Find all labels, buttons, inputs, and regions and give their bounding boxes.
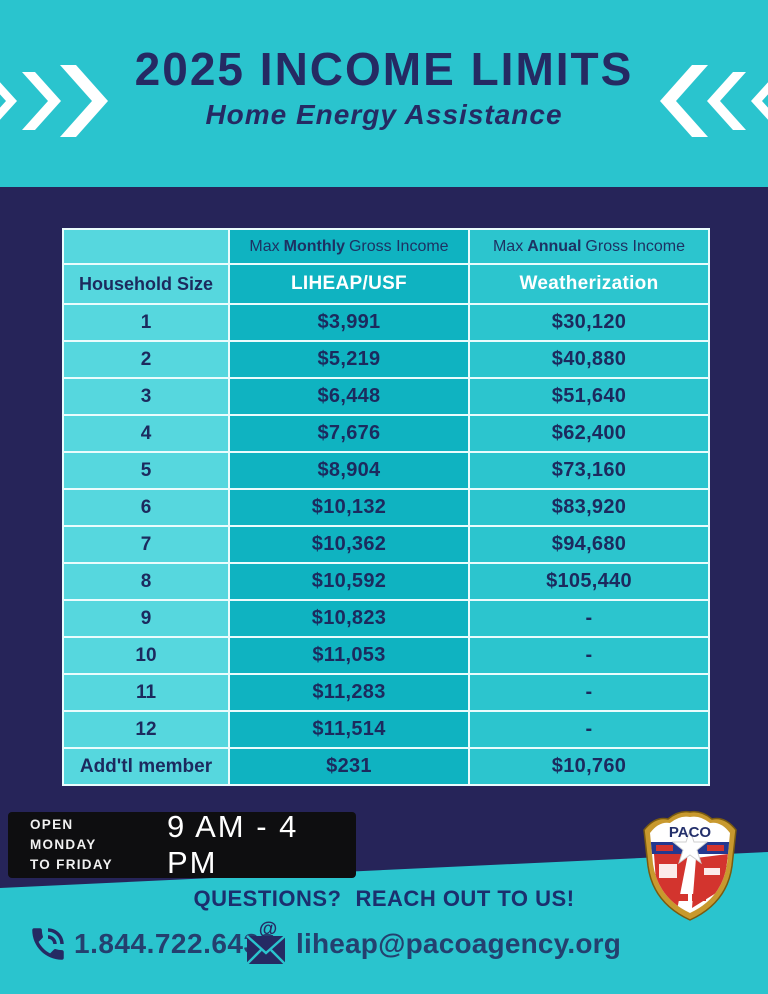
phone-icon: [32, 928, 64, 960]
annual-value-cell: $83,920: [470, 490, 708, 525]
annual-value-cell: $94,680: [470, 527, 708, 562]
monthly-value-cell: $10,592: [230, 564, 468, 599]
monthly-value-cell: $6,448: [230, 379, 468, 414]
office-days-line2: TO FRIDAY: [30, 857, 113, 873]
monthly-value-cell: $11,053: [230, 638, 468, 673]
monthly-value-cell: $231: [230, 749, 468, 784]
household-size-cell: 5: [64, 453, 228, 488]
monthly-value-cell: $11,514: [230, 712, 468, 747]
paco-shield-logo: PACO: [643, 810, 737, 921]
household-size-header: Household Size: [64, 265, 228, 303]
monthly-value-cell: $10,823: [230, 601, 468, 636]
household-size-cell: 12: [64, 712, 228, 747]
monthly-value-cell: $10,362: [230, 527, 468, 562]
questions-part1: QUESTIONS?: [193, 886, 342, 911]
household-size-cell: 7: [64, 527, 228, 562]
annual-header-bold: Annual: [527, 237, 582, 255]
office-hours-time: 9 AM - 4 PM: [166, 809, 299, 880]
annual-value-cell: -: [470, 638, 708, 673]
monthly-value-cell: $7,676: [230, 416, 468, 451]
household-size-cell: 6: [64, 490, 228, 525]
annual-value-cell: $105,440: [470, 564, 708, 599]
table-corner-cell: [64, 230, 228, 263]
annual-value-cell: $73,160: [470, 453, 708, 488]
annual-header-suffix: Gross Income: [585, 237, 686, 255]
email-icon: @: [246, 919, 286, 965]
questions-part2: REACH OUT TO US!: [355, 886, 575, 911]
monthly-value-cell: $3,991: [230, 305, 468, 340]
annual-value-cell: -: [470, 712, 708, 747]
monthly-column-header: Max Monthly Gross Income: [230, 230, 468, 263]
income-limits-table: Max Monthly Gross Income Max Annual Gros…: [62, 228, 710, 786]
monthly-header-suffix: Gross Income: [348, 237, 449, 255]
office-days-label: OPEN MONDAY TO FRIDAY: [30, 815, 143, 876]
household-size-cell: 3: [64, 379, 228, 414]
household-size-cell: 8: [64, 564, 228, 599]
household-size-cell: 1: [64, 305, 228, 340]
office-days-line1: OPEN MONDAY: [30, 816, 97, 852]
annual-value-cell: $30,120: [470, 305, 708, 340]
monthly-header-prefix: Max: [249, 237, 280, 255]
email-address-link[interactable]: liheap@pacoagency.org: [296, 928, 622, 959]
household-size-cell: 9: [64, 601, 228, 636]
monthly-value-cell: $11,283: [230, 675, 468, 710]
annual-value-cell: $10,760: [470, 749, 708, 784]
monthly-value-cell: $10,132: [230, 490, 468, 525]
triple-chevron-right-icon: [0, 65, 108, 137]
annual-header-prefix: Max: [492, 237, 524, 255]
monthly-header-bold: Monthly: [283, 237, 345, 255]
annual-value-cell: $40,880: [470, 342, 708, 377]
household-size-cell: 10: [64, 638, 228, 673]
monthly-value-cell: $5,219: [230, 342, 468, 377]
triple-chevron-left-icon: [660, 65, 768, 137]
annual-column-header: Max Annual Gross Income: [470, 230, 708, 263]
annual-value-cell: $51,640: [470, 379, 708, 414]
annual-value-cell: -: [470, 601, 708, 636]
monthly-value-cell: $8,904: [230, 453, 468, 488]
page-title: 2025 INCOME LIMITS: [134, 43, 634, 95]
page-subtitle: Home Energy Assistance: [205, 99, 563, 130]
annual-value-cell: -: [470, 675, 708, 710]
svg-text:@: @: [259, 919, 278, 940]
logo-org-name: PACO: [669, 824, 712, 841]
household-size-cell: 4: [64, 416, 228, 451]
household-size-cell: Add'tl member: [64, 749, 228, 784]
questions-heading: QUESTIONS? REACH OUT TO US!: [0, 886, 768, 912]
phone-number-link[interactable]: 1.844.722.6432: [74, 928, 276, 959]
household-size-cell: 2: [64, 342, 228, 377]
weatherization-header: Weatherization: [470, 265, 708, 303]
header-band: 2025 INCOME LIMITS Home Energy Assistanc…: [0, 0, 768, 187]
annual-value-cell: $62,400: [470, 416, 708, 451]
liheap-usf-header: LIHEAP/USF: [230, 265, 468, 303]
household-size-cell: 11: [64, 675, 228, 710]
office-hours-box: OPEN MONDAY TO FRIDAY 9 AM - 4 PM: [8, 809, 356, 880]
